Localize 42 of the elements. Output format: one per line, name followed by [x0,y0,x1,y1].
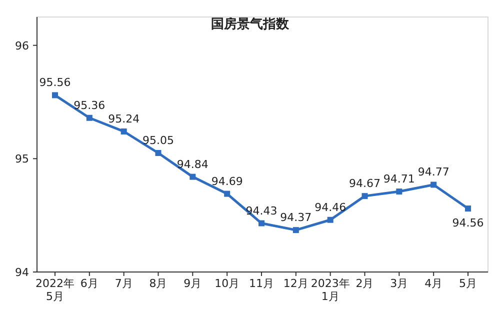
x-tick-label: 6月 [80,277,98,290]
point [396,188,402,195]
x-tick-label: 9月 [184,277,202,290]
chart-title: 国房景气指数 [211,16,290,32]
x-tick-label: 3月 [390,277,408,290]
point [155,150,162,156]
y-tick-label: 96 [15,39,29,52]
data-label: 94.67 [349,177,380,190]
point [465,206,471,212]
data-label: 95.36 [74,98,106,112]
point [430,182,437,188]
data-label: 94.46 [314,200,346,214]
point [52,92,58,98]
x-tick-label: 5月 [459,277,477,290]
point [120,128,127,134]
x-tick-label: 11月 [249,277,274,290]
point [86,114,92,121]
x-tick-label: 10月 [214,277,240,290]
data-label: 94.77 [418,166,450,179]
y-tick-label: 95 [15,152,29,166]
point [292,227,299,234]
x-tick-label: 7月 [114,277,133,290]
data-label: 94.69 [211,174,243,188]
data-label: 94.37 [280,211,312,224]
point [258,220,264,226]
data-label: 94.71 [383,172,415,186]
x-tick-label: 2月 [356,277,374,290]
data-label: 94.56 [452,216,484,230]
data-label: 95.56 [39,76,71,90]
point [327,216,334,223]
point [362,193,368,200]
y-tick-label: 94 [15,266,29,279]
x-tick-label: 8月 [149,277,168,290]
point [224,190,230,197]
x-tick-label: 2022年 5月 [36,277,74,304]
point [190,174,196,180]
data-label: 94.84 [176,158,208,171]
data-label: 95.24 [108,112,140,126]
x-tick-label: 12月 [283,277,308,290]
data-label: 95.05 [142,134,174,147]
x-tick-label: 4月 [424,277,443,290]
x-tick-label: 2023年 1月 [310,277,350,304]
